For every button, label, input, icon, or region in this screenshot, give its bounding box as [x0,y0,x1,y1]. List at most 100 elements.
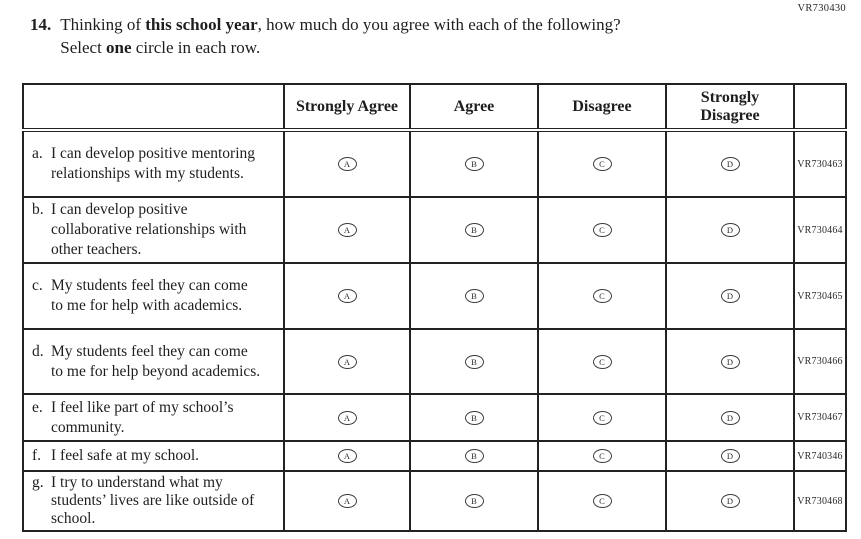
table-row: a. I can develop positive mentoring rela… [22,129,847,198]
option-bubble-c[interactable]: C [592,157,612,172]
option-bubble-d[interactable]: D [720,157,740,172]
row-letter: d. [32,342,44,360]
strongly-agree-cell: A [283,470,411,532]
row-statement-cell: g. I try to understand what my students’… [22,470,285,532]
table-row: d. My students feel they can come to me … [22,328,847,395]
strongly-disagree-cell: D [665,196,795,264]
option-bubble-a[interactable]: A [337,354,357,369]
row-statement-cell: d. My students feel they can come to me … [22,328,285,395]
row-statement: I feel safe at my school. [51,447,200,464]
option-bubble-c[interactable]: C [592,494,612,509]
option-bubble-a[interactable]: A [337,157,357,172]
agree-cell: B [409,440,539,472]
option-bubble-b[interactable]: B [464,157,484,172]
row-statement: My students feel they can come to me for… [51,342,261,380]
option-bubble-a[interactable]: A [337,289,357,304]
row-statement: My students feel they can come to me for… [51,277,248,314]
option-bubble-d[interactable]: D [720,354,740,369]
disagree-cell: C [537,440,667,472]
row-statement-cell: c. My students feel they can come to me … [22,262,285,330]
row-letter: c. [32,277,43,294]
row-statement-cell: b. I can develop positive collaborative … [22,196,285,264]
strongly-agree-cell: A [283,440,411,472]
row-letter: g. [32,474,44,491]
option-bubble-d[interactable]: D [720,410,740,425]
option-bubble-c[interactable]: C [592,449,612,464]
column-header-disagree: Disagree [537,83,667,132]
option-bubble-d[interactable]: D [720,494,740,509]
answer-table-header: Strongly Agree Agree Disagree Strongly D… [22,83,847,132]
disagree-cell: C [537,393,667,442]
option-bubble-a[interactable]: A [337,494,357,509]
option-bubble-b[interactable]: B [464,410,484,425]
agree-cell: B [409,470,539,532]
table-row: e. I feel like part of my school’s commu… [22,393,847,442]
option-bubble-b[interactable]: B [464,354,484,369]
answer-table-body: a. I can develop positive mentoring rela… [22,129,847,532]
strongly-disagree-cell: D [665,393,795,442]
question-line2-pre: Select [60,38,107,57]
question-line1-bold: this school year [145,15,258,34]
agree-cell: B [409,262,539,330]
row-code: VR730465 [793,262,847,330]
table-row: g. I try to understand what my students’… [22,470,847,532]
page-code: VR730430 [797,3,846,14]
row-code: VR740346 [793,440,847,472]
strongly-disagree-cell: D [665,470,795,532]
strongly-disagree-cell: D [665,262,795,330]
option-bubble-b[interactable]: B [464,289,484,304]
disagree-cell: C [537,328,667,395]
disagree-cell: C [537,470,667,532]
strongly-agree-cell: A [283,196,411,264]
option-bubble-c[interactable]: C [592,289,612,304]
option-bubble-c[interactable]: C [592,410,612,425]
question-line1-post: , how much do you agree with each of the… [257,15,621,34]
agree-cell: B [409,393,539,442]
option-bubble-b[interactable]: B [464,449,484,464]
table-row: f. I feel safe at my school. A B C D VR7… [22,440,847,472]
agree-cell: B [409,129,539,198]
disagree-cell: C [537,262,667,330]
row-statement: I can develop positive collaborative rel… [51,201,247,258]
strongly-disagree-cell: D [665,328,795,395]
row-statement: I feel like part of my school’s communit… [51,398,234,436]
row-code: VR730463 [793,129,847,198]
disagree-cell: C [537,196,667,264]
table-row: b. I can develop positive collaborative … [22,196,847,264]
column-header-agree: Agree [409,83,539,132]
row-letter: e. [32,398,43,416]
row-letter: f. [32,447,42,464]
question-number: 14. [30,15,52,34]
strongly-agree-cell: A [283,393,411,442]
strongly-agree-cell: A [283,262,411,330]
option-bubble-d[interactable]: D [720,289,740,304]
column-header-strongly-disagree: Strongly Disagree [665,83,795,132]
option-bubble-b[interactable]: B [464,223,484,238]
strongly-agree-cell: A [283,328,411,395]
row-letter: b. [32,201,44,218]
option-bubble-c[interactable]: C [592,354,612,369]
column-header-strongly-agree: Strongly Agree [283,83,411,132]
row-letter: a. [32,145,43,162]
question-line2-post: circle in each row. [131,38,261,57]
row-code: VR730466 [793,328,847,395]
option-bubble-a[interactable]: A [337,223,357,238]
row-code: VR730464 [793,196,847,264]
option-bubble-a[interactable]: A [337,449,357,464]
question-line1-pre: Thinking of [60,15,146,34]
question-block: 14. Thinking of this school year, how mu… [30,13,790,59]
row-code: VR730468 [793,470,847,532]
row-statement-cell: f. I feel safe at my school. [22,440,285,472]
option-bubble-d[interactable]: D [720,223,740,238]
row-statement: I can develop positive mentoring relatio… [51,145,256,182]
option-bubble-a[interactable]: A [337,410,357,425]
strongly-agree-cell: A [283,129,411,198]
option-bubble-c[interactable]: C [592,223,612,238]
row-statement-cell: a. I can develop positive mentoring rela… [22,129,285,198]
strongly-disagree-cell: D [665,440,795,472]
option-bubble-d[interactable]: D [720,449,740,464]
agree-cell: B [409,328,539,395]
question-text: Thinking of this school year, how much d… [60,13,620,59]
option-bubble-b[interactable]: B [464,494,484,509]
row-statement-cell: e. I feel like part of my school’s commu… [22,393,285,442]
